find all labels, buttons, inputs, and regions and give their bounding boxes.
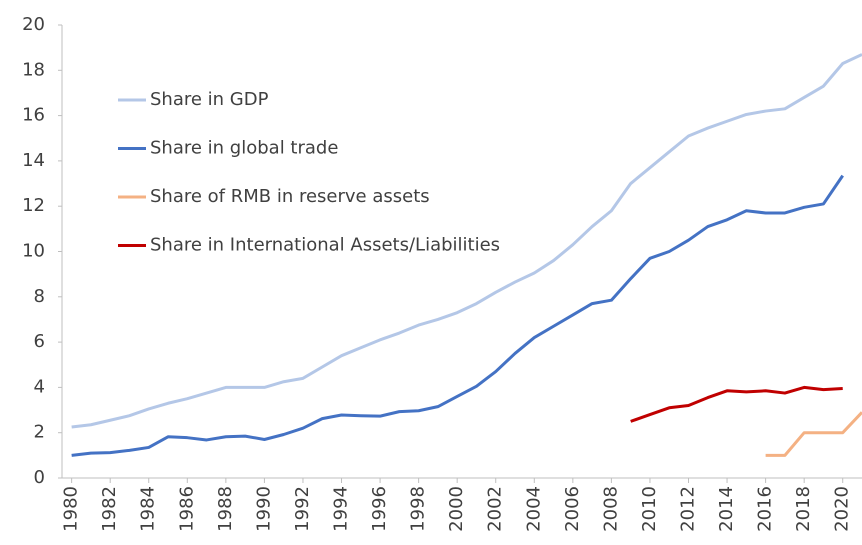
x-tick-label: 1986 bbox=[176, 486, 197, 532]
x-tick-label: 1980 bbox=[61, 486, 82, 532]
series-line bbox=[71, 53, 862, 429]
x-tick-label: 2006 bbox=[562, 486, 583, 532]
x-tick-label: 1988 bbox=[215, 486, 236, 532]
legend-label: Share in global trade bbox=[150, 138, 338, 159]
x-tick-label: 2018 bbox=[793, 486, 814, 532]
y-tick-label: 4 bbox=[34, 376, 45, 397]
series-line bbox=[71, 174, 844, 457]
y-tick-label: 12 bbox=[22, 195, 45, 216]
x-tick-label: 2014 bbox=[716, 486, 737, 532]
x-tick-label: 2002 bbox=[485, 486, 506, 532]
y-tick-label: 18 bbox=[22, 59, 45, 80]
y-tick-label: 16 bbox=[22, 105, 45, 126]
x-tick-label: 1994 bbox=[331, 486, 352, 532]
x-tick-label: 2000 bbox=[446, 486, 467, 532]
y-tick-label: 10 bbox=[22, 241, 45, 262]
y-tick-label: 2 bbox=[34, 422, 45, 443]
series-line bbox=[765, 411, 862, 457]
x-tick-label: 1984 bbox=[138, 486, 159, 532]
x-tick-label: 2012 bbox=[678, 486, 699, 532]
x-tick-label: 1990 bbox=[253, 486, 274, 532]
y-tick-label: 6 bbox=[34, 331, 45, 352]
y-tick-label: 14 bbox=[22, 150, 45, 171]
x-tick-label: 2016 bbox=[755, 486, 776, 532]
x-tick-label: 1982 bbox=[99, 486, 120, 532]
legend-label: Share of RMB in reserve assets bbox=[150, 186, 430, 207]
x-tick-label: 2020 bbox=[832, 486, 853, 532]
x-tick-label: 1992 bbox=[292, 486, 313, 532]
x-tick-label: 2004 bbox=[523, 486, 544, 532]
legend-label: Share in International Assets/Liabilitie… bbox=[150, 235, 500, 256]
x-tick-label: 2008 bbox=[600, 486, 621, 532]
y-tick-label: 0 bbox=[34, 467, 45, 488]
legend-label: Share in GDP bbox=[150, 89, 269, 110]
x-tick-label: 1998 bbox=[408, 486, 429, 532]
x-tick-label: 1996 bbox=[369, 486, 390, 532]
y-tick-label: 8 bbox=[34, 286, 45, 307]
x-tick-label: 2010 bbox=[639, 486, 660, 532]
series-line bbox=[630, 385, 843, 423]
y-tick-label: 20 bbox=[22, 14, 45, 35]
